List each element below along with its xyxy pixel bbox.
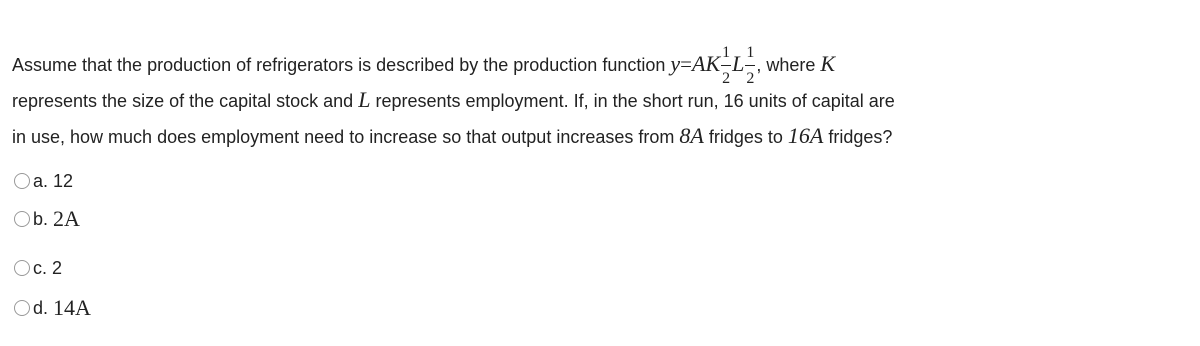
formula-var: L [732,51,745,76]
option[interactable]: c. 2 [14,256,62,280]
option-answer: 14A [53,295,91,320]
fraction-bar [745,65,756,66]
numerator: 1 [746,44,755,61]
option[interactable]: d. 14A [14,296,91,320]
math-expr: 8A [679,123,704,148]
denominator: 2 [746,70,755,87]
option-answer: 12 [53,171,74,191]
text: Assume that the production of refrigerat… [12,55,666,75]
radio[interactable] [14,260,30,276]
question-line: in use, how much does employment need to… [12,124,892,149]
option-letter: c. [33,258,48,278]
option-answer: 2 [52,258,63,278]
numerator: 1 [722,44,731,61]
denominator: 2 [722,70,731,87]
math-expr: 16A [787,123,824,148]
text: represents employment. If, in the short … [375,91,895,111]
formula-var: y [670,51,681,76]
option-letter: d. [33,298,49,318]
math-var: K [820,51,836,76]
question-line: represents the size of the capital stock… [12,88,895,113]
radio[interactable] [14,173,30,189]
formula-var: AK [692,51,721,76]
text: , where [756,55,816,75]
question-line: Assume that the production of refrigerat… [12,44,835,88]
fraction-bar [721,65,732,66]
option[interactable]: b. 2A [14,207,80,231]
option[interactable]: a. 12 [14,169,73,193]
text: represents the size of the capital stock… [12,91,354,111]
text: fridges? [828,127,893,147]
radio[interactable] [14,300,30,316]
formula-eq: = [680,52,692,76]
option-answer: 2A [53,206,80,231]
math-var: L [358,87,371,112]
text: in use, how much does employment need to… [12,127,675,147]
option-letter: a. [33,171,49,191]
text: fridges to [708,127,783,147]
option-letter: b. [33,209,49,229]
radio[interactable] [14,211,30,227]
